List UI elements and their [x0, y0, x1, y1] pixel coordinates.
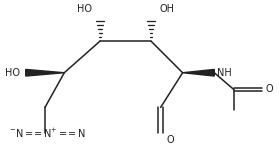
Text: O: O: [265, 84, 273, 94]
Text: HO: HO: [5, 68, 20, 78]
Polygon shape: [26, 69, 64, 76]
Text: OH: OH: [159, 4, 174, 14]
Text: NH: NH: [217, 68, 232, 78]
Polygon shape: [183, 69, 214, 76]
Text: O: O: [166, 135, 174, 144]
Text: HO: HO: [77, 4, 92, 14]
Text: $^{-}$N$\mathregular{=\!\!=}$N$^{+}\mathregular{=\!\!=}$N: $^{-}$N$\mathregular{=\!\!=}$N$^{+}\math…: [9, 126, 86, 140]
